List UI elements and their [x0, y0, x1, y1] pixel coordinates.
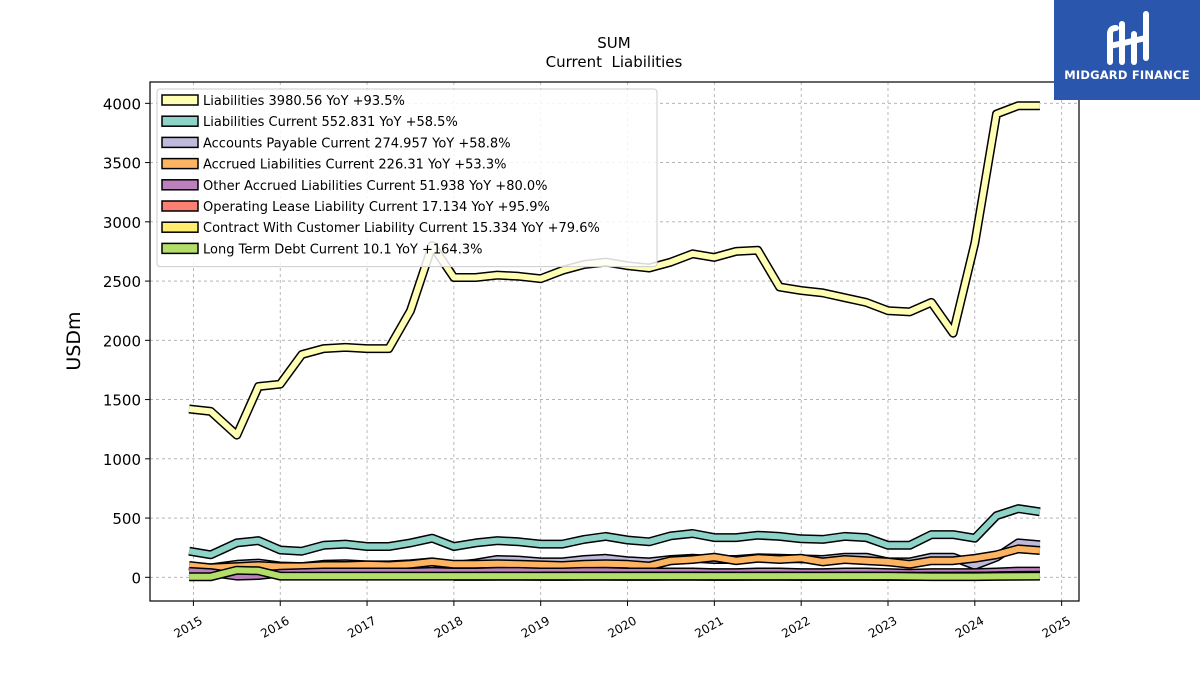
legend-swatch [161, 200, 199, 212]
legend-label: Liabilities Current 552.831 YoY +58.5% [203, 115, 458, 130]
legend-swatch [161, 94, 199, 106]
legend-label: Contract With Customer Liability Current… [203, 221, 600, 236]
plot-frame [149, 81, 1080, 602]
y-tick-label: 2000 [103, 332, 141, 350]
legend-label: Long Term Debt Current 10.1 YoY +164.3% [203, 242, 482, 257]
x-tick-label: 2017 [345, 613, 378, 640]
legend: Liabilities 3980.56 YoY +93.5% Liabilitie… [156, 88, 658, 268]
chart-title: SUM [597, 34, 630, 52]
legend-swatch [161, 242, 199, 255]
x-axis: 2015 2016 2017 2018 2019 2020 2021 2022 2023 2024… [171, 601, 1073, 641]
x-tick-label: 2024 [953, 613, 986, 640]
chart-subtitle: Current Liabilities [546, 53, 683, 71]
legend-swatch [161, 115, 199, 127]
legend-label: Other Accrued Liabilities Current 51.938… [203, 179, 548, 194]
x-tick-label: 2020 [606, 613, 639, 640]
y-tick-label: 2500 [103, 273, 141, 291]
watermark-text: MIDGARD FINANCE [1064, 68, 1190, 82]
legend-swatch [161, 179, 199, 191]
series-line [188, 545, 1041, 571]
y-axis: 0 500 1000 1500 2000 2500 3000 3500 4000 [103, 95, 150, 587]
series-line [189, 567, 1040, 580]
y-tick-label: 1000 [103, 451, 141, 469]
y-tick-label: 3500 [103, 155, 141, 173]
x-tick-label: 2022 [779, 613, 812, 640]
y-tick-label: 3000 [103, 214, 141, 232]
x-tick-label: 2015 [171, 613, 204, 640]
y-tick-label: 500 [112, 510, 141, 528]
midgard-logo-icon [1054, 0, 1200, 100]
watermark-logo: MIDGARD FINANCE [1054, 0, 1200, 100]
legend-swatch [161, 136, 199, 149]
legend-label: Liabilities 3980.56 YoY +93.5% [203, 94, 405, 109]
y-tick-label: 0 [131, 569, 141, 587]
legend-label: Accounts Payable Current 274.957 YoY +58… [203, 136, 511, 151]
legend-label: Operating Lease Liability Current 17.134… [203, 200, 550, 215]
x-tick-label: 2025 [1040, 613, 1073, 640]
legend-swatch [161, 157, 199, 170]
legend-label: Accrued Liabilities Current 226.31 YoY +… [203, 158, 506, 173]
x-tick-label: 2018 [432, 613, 465, 640]
x-tick-label: 2019 [519, 613, 552, 640]
series-line [188, 505, 1041, 558]
x-tick-label: 2016 [258, 613, 291, 640]
legend-swatch [161, 221, 199, 233]
x-tick-label: 2021 [692, 613, 725, 640]
legend-box [156, 88, 658, 268]
y-axis-label: USDm [63, 311, 85, 370]
y-tick-label: 1500 [103, 392, 141, 410]
x-tick-label: 2023 [866, 613, 899, 640]
y-tick-label: 4000 [103, 95, 141, 113]
